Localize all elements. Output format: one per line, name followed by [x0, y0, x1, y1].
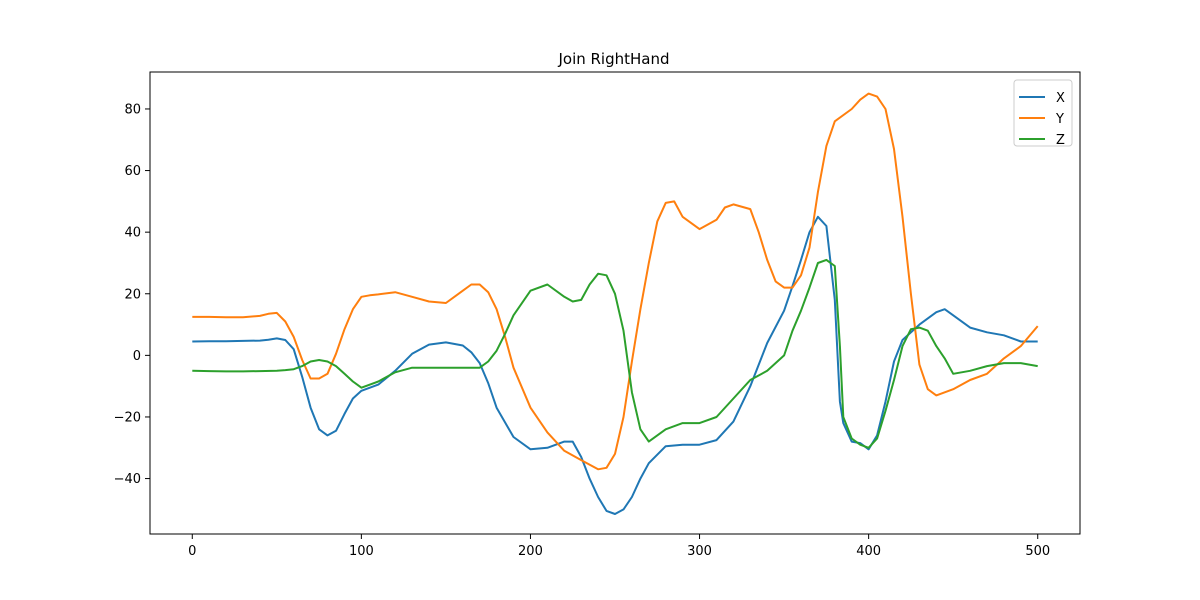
legend-label-x: X — [1056, 91, 1065, 106]
y-tick-label: −20 — [114, 410, 141, 425]
axes-frame — [149, 71, 1081, 535]
chart-title: Join RightHand — [557, 50, 669, 68]
x-tick-label: 400 — [856, 544, 881, 559]
x-tick-label: 200 — [518, 544, 543, 559]
y-tick-label: 20 — [124, 287, 141, 302]
x-tick-label: 500 — [1025, 544, 1050, 559]
legend: XYZ — [1013, 79, 1073, 148]
y-tick-label: −40 — [114, 472, 141, 487]
y-tick-label: 60 — [124, 164, 141, 179]
series-line-y — [192, 92, 1039, 471]
x-tick-label: 300 — [687, 544, 712, 559]
y-tick-label: 40 — [124, 226, 141, 241]
y-tick-label: 0 — [133, 349, 141, 364]
x-tick-label: 0 — [188, 544, 196, 559]
plot-area: 0 100 200 300 400 500 −40 −20 0 20 40 60 80 XYZ — [114, 71, 1081, 559]
x-tick-label: 100 — [349, 544, 374, 559]
legend-label-y: Y — [1055, 112, 1064, 127]
series-line-z — [192, 258, 1038, 449]
y-tick-label: 80 — [124, 102, 141, 117]
legend-label-z: Z — [1056, 133, 1065, 148]
